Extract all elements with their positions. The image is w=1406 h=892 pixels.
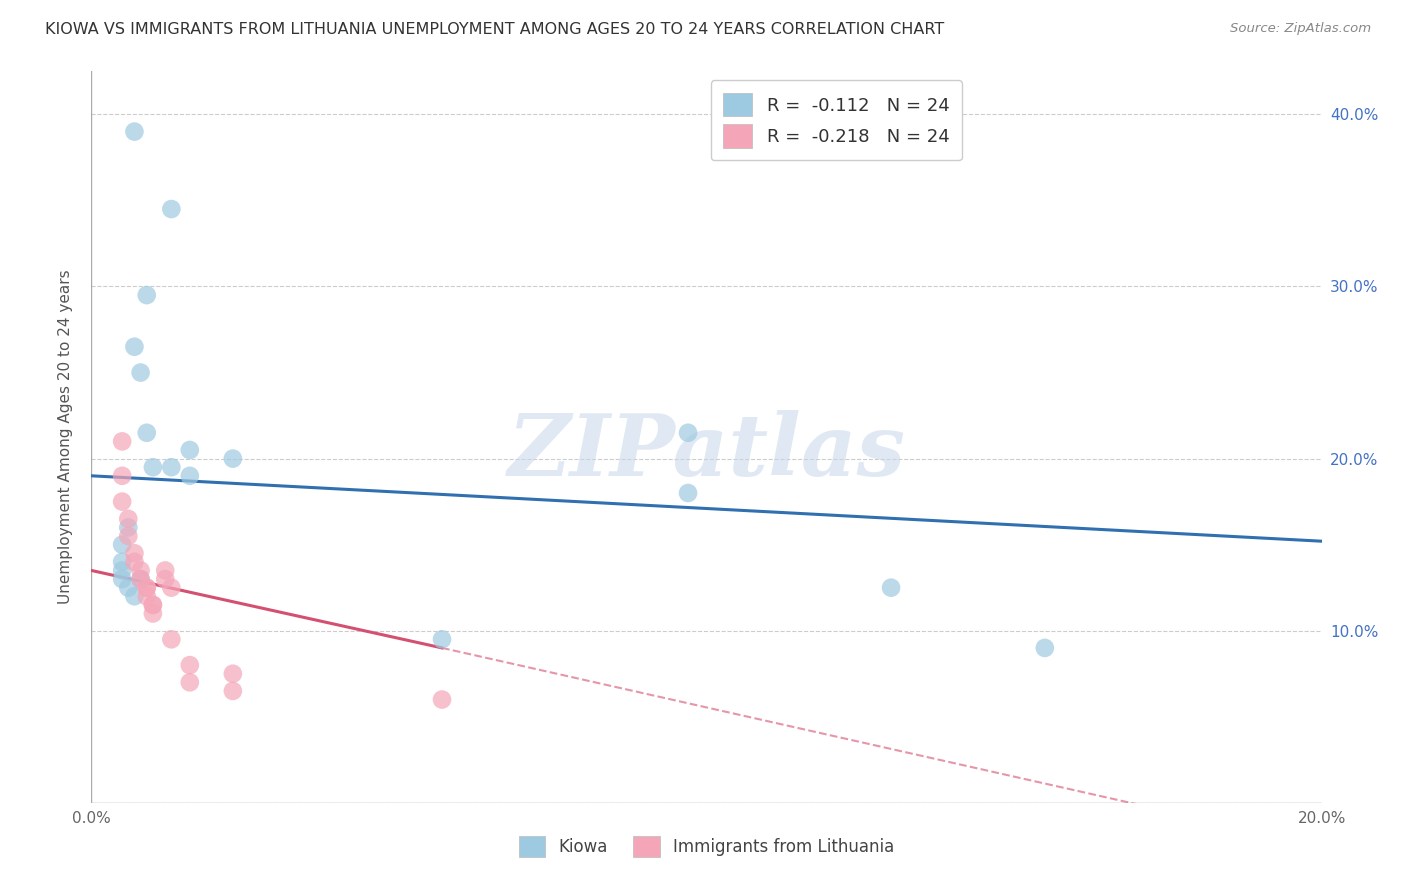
Text: Source: ZipAtlas.com: Source: ZipAtlas.com	[1230, 22, 1371, 36]
Point	[430, 692, 453, 706]
Point	[135, 425, 157, 440]
Point	[222, 451, 245, 466]
Point	[222, 684, 245, 698]
Point	[111, 434, 134, 449]
Point	[111, 572, 134, 586]
Point	[142, 607, 165, 621]
Point	[179, 468, 201, 483]
Point	[117, 520, 139, 534]
Point	[129, 366, 152, 380]
Point	[179, 442, 201, 457]
Point	[117, 529, 139, 543]
Point	[153, 572, 177, 586]
Point	[142, 598, 165, 612]
Point	[111, 538, 134, 552]
Point	[111, 494, 134, 508]
Point	[135, 581, 157, 595]
Point	[124, 555, 146, 569]
Point	[160, 581, 183, 595]
Point	[111, 555, 134, 569]
Point	[124, 340, 146, 354]
Point	[129, 572, 152, 586]
Point	[117, 581, 139, 595]
Text: KIOWA VS IMMIGRANTS FROM LITHUANIA UNEMPLOYMENT AMONG AGES 20 TO 24 YEARS CORREL: KIOWA VS IMMIGRANTS FROM LITHUANIA UNEMP…	[45, 22, 945, 37]
Point	[124, 546, 146, 560]
Point	[880, 581, 903, 595]
Point	[124, 125, 146, 139]
Point	[129, 572, 152, 586]
Point	[142, 460, 165, 475]
Point	[135, 581, 157, 595]
Point	[111, 468, 134, 483]
Point	[160, 202, 183, 216]
Legend: Kiowa, Immigrants from Lithuania: Kiowa, Immigrants from Lithuania	[512, 830, 901, 864]
Text: ZIPatlas: ZIPatlas	[508, 410, 905, 493]
Point	[430, 632, 453, 647]
Point	[135, 589, 157, 603]
Point	[676, 486, 699, 500]
Point	[153, 564, 177, 578]
Point	[160, 632, 183, 647]
Point	[222, 666, 245, 681]
Point	[135, 288, 157, 302]
Point	[160, 460, 183, 475]
Point	[142, 598, 165, 612]
Point	[676, 425, 699, 440]
Point	[179, 675, 201, 690]
Point	[1033, 640, 1056, 655]
Point	[129, 564, 152, 578]
Point	[124, 589, 146, 603]
Point	[179, 658, 201, 673]
Point	[117, 512, 139, 526]
Point	[111, 564, 134, 578]
Y-axis label: Unemployment Among Ages 20 to 24 years: Unemployment Among Ages 20 to 24 years	[58, 269, 73, 605]
